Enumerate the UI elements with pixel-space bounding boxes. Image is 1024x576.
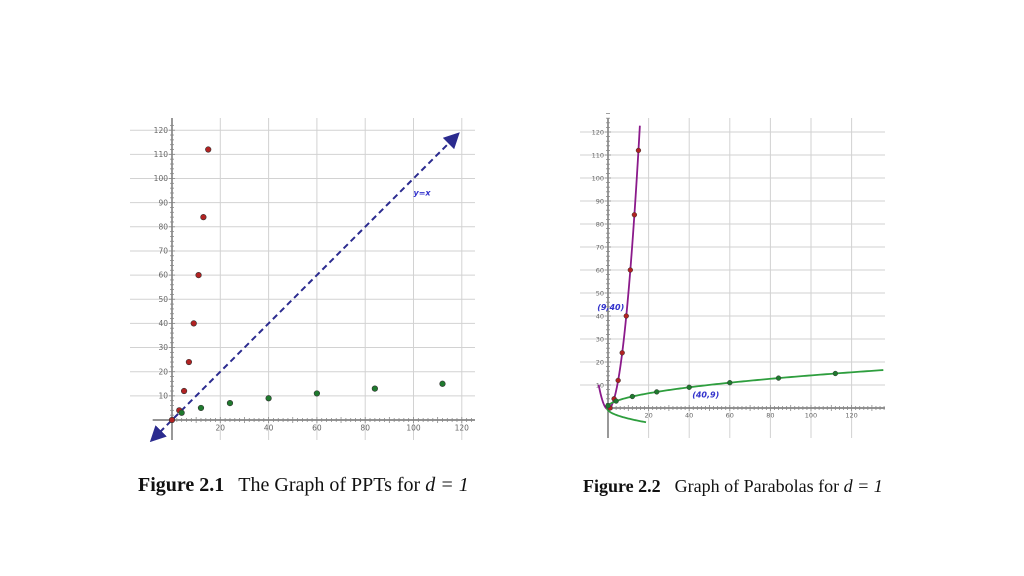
- y-tick-label: 20: [158, 367, 168, 376]
- x-tick-label: 60: [312, 424, 322, 433]
- purple-parabola: [597, 125, 641, 411]
- figure-2-1-caption: Figure 2.1 The Graph of PPTs for d = 1: [138, 474, 469, 497]
- figure-2-2-caption: Figure 2.2 Graph of Parabolas for d = 1: [583, 476, 883, 497]
- y-equals-x-line: [149, 132, 460, 443]
- green-point: [629, 393, 636, 400]
- chart-svg-2: 20 40 60 80 100 120 10 20 30 40 50 60 70 80 90 100 110 12…: [580, 113, 885, 438]
- green-point: [265, 395, 272, 402]
- green-point: [313, 390, 320, 397]
- green-point: [605, 403, 611, 409]
- y-tick-label: 50: [596, 289, 604, 297]
- y-tick-label: 100: [154, 174, 169, 183]
- y-tick-label: 30: [596, 335, 604, 343]
- y-tick-label: 120: [154, 126, 169, 135]
- red-point: [195, 272, 202, 279]
- y-tick-label: 40: [596, 312, 604, 320]
- x-tick-label: 100: [406, 424, 421, 433]
- red-point: [200, 214, 207, 221]
- figure-2-2-parabola-plot: 20 40 60 80 100 120 10 20 30 40 50 60 70 80 90 100 110 12…: [580, 113, 890, 438]
- green-point: [439, 380, 446, 387]
- y-tick-label: 90: [596, 197, 604, 205]
- green-point: [686, 384, 692, 390]
- x-tick-label: 40: [264, 424, 274, 433]
- green-point: [197, 404, 205, 412]
- x-tick-label: 40: [685, 412, 693, 420]
- red-point: [615, 377, 621, 384]
- y-tick-label: 10: [158, 391, 168, 400]
- red-point: [631, 212, 638, 218]
- y-tick-label: 60: [158, 271, 168, 280]
- green-point: [727, 380, 733, 386]
- green-point: [226, 399, 234, 407]
- y-tick-label: 70: [596, 243, 604, 251]
- y-tick-label: 70: [158, 247, 168, 256]
- green-point: [613, 398, 619, 404]
- chart-svg-1: 20 40 60 80 100 120 10 20 30 40 50 60 70 80 90 100 110 12…: [130, 118, 475, 443]
- annotation-40-9: (40,9): [692, 390, 719, 399]
- x-tick-label: 80: [360, 424, 370, 433]
- red-point: [619, 350, 625, 356]
- green-point: [654, 389, 660, 395]
- y-tick-label: 110: [154, 150, 169, 159]
- red-point: [180, 387, 188, 395]
- caption-label: Figure 2.1: [138, 474, 225, 496]
- y-tick-label: 60: [596, 266, 604, 274]
- red-point: [623, 313, 629, 319]
- x-tick-label: 100: [805, 412, 817, 420]
- y-tick-label: 10: [596, 381, 604, 389]
- x-tick-label: 20: [644, 412, 652, 420]
- red-point: [190, 320, 197, 327]
- y-tick-label: 90: [158, 198, 168, 207]
- caption-label: Figure 2.2: [583, 476, 661, 496]
- y-tick-label: 100: [592, 174, 604, 182]
- y-equals-x-label: y=x: [414, 188, 432, 197]
- caption-variable: d = 1: [425, 474, 469, 496]
- y-tick-label: 30: [158, 343, 168, 352]
- x-tick-label: 20: [216, 424, 226, 433]
- red-point: [185, 358, 193, 366]
- figure-2-1-scatter-plot: 20 40 60 80 100 120 10 20 30 40 50 60 70 80 90 100 110 12…: [130, 118, 490, 448]
- green-point: [178, 409, 185, 416]
- red-point: [168, 416, 176, 424]
- y-tick-label: 110: [592, 151, 604, 159]
- green-point: [832, 370, 839, 377]
- red-point: [205, 146, 212, 153]
- green-point: [371, 385, 378, 392]
- y-tick-label: 80: [596, 220, 604, 228]
- y-tick-label: 80: [158, 222, 168, 231]
- x-tick-label: 120: [455, 424, 470, 433]
- y-tick-label: 20: [596, 358, 604, 366]
- red-point: [635, 147, 642, 154]
- x-tick-label: 60: [726, 412, 734, 420]
- caption-text: Graph of Parabolas for: [674, 476, 844, 496]
- x-tick-label: 120: [845, 412, 857, 420]
- x-tick-label: 80: [766, 412, 774, 420]
- caption-text: The Graph of PPTs for: [238, 474, 426, 496]
- green-point: [775, 375, 782, 381]
- y-tick-label: 40: [158, 319, 168, 328]
- y-tick-label: 50: [158, 295, 168, 304]
- y-tick-label: 120: [592, 128, 604, 136]
- caption-variable: d = 1: [843, 476, 883, 496]
- annotation-9-40: (9,40): [597, 303, 624, 312]
- red-point: [627, 267, 633, 273]
